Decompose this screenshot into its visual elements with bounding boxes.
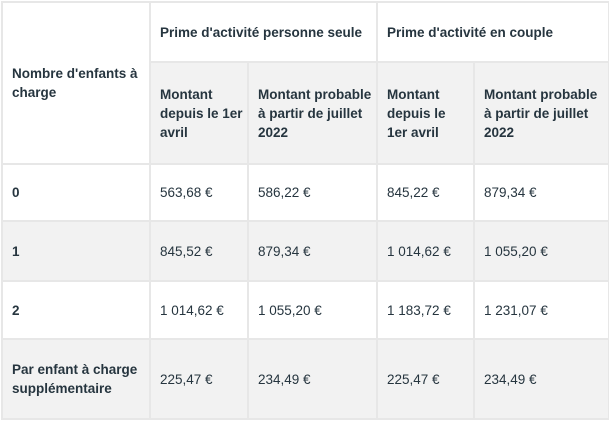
data-cell: 1 055,20 €	[473, 220, 609, 282]
row-label: 1	[1, 220, 151, 282]
sub-header-row: Montant depuis le 1er avril Montant prob…	[2, 61, 609, 165]
data-cell: 586,22 €	[246, 163, 379, 222]
data-cell: 1 014,62 €	[376, 220, 476, 282]
data-cell: 234,49 €	[246, 338, 379, 420]
data-cell: 845,52 €	[149, 220, 249, 282]
sub-header-montant-avril-seule: Montant depuis le 1er avril	[149, 61, 249, 165]
sub-header-montant-juillet-seule: Montant probable à partir de juillet 202…	[246, 61, 379, 165]
data-cell: 225,47 €	[149, 338, 249, 420]
row-label: 0	[1, 163, 151, 222]
data-cell: 1 231,07 €	[473, 280, 609, 340]
table-row: 2 1 014,62 € 1 055,20 € 1 183,72 € 1 231…	[1, 280, 609, 340]
data-cell: 879,34 €	[473, 163, 609, 222]
row-label: 2	[1, 280, 151, 340]
data-cell: 563,68 €	[149, 163, 249, 222]
data-cell: 1 183,72 €	[376, 280, 476, 340]
table-row: Par enfant à charge supplémentaire 225,4…	[1, 338, 609, 420]
corner-header-cell: Nombre d'enfants à charge	[1, 1, 151, 165]
prime-activite-table: Nombre d'enfants à charge Prime d'activi…	[1, 1, 609, 420]
data-cell: 234,49 €	[473, 338, 609, 420]
row-label: Par enfant à charge supplémentaire	[1, 338, 151, 420]
data-cell: 225,47 €	[376, 338, 476, 420]
data-cell: 1 014,62 €	[149, 280, 249, 340]
sub-header-montant-juillet-couple: Montant probable à partir de juillet 202…	[473, 61, 609, 165]
data-cell: 879,34 €	[246, 220, 379, 282]
data-cell: 1 055,20 €	[246, 280, 379, 340]
group-header-personne-seule: Prime d'activité personne seule	[148, 1, 379, 63]
data-cell: 845,22 €	[376, 163, 476, 222]
group-header-en-couple: Prime d'activité en couple	[376, 1, 609, 63]
group-header-row: Nombre d'enfants à charge Prime d'activi…	[1, 1, 609, 165]
table-row: 1 845,52 € 879,34 € 1 014,62 € 1 055,20 …	[1, 220, 609, 282]
table-row: 0 563,68 € 586,22 € 845,22 € 879,34 €	[1, 163, 609, 222]
sub-header-montant-avril-couple: Montant depuis le 1er avril	[376, 61, 476, 165]
